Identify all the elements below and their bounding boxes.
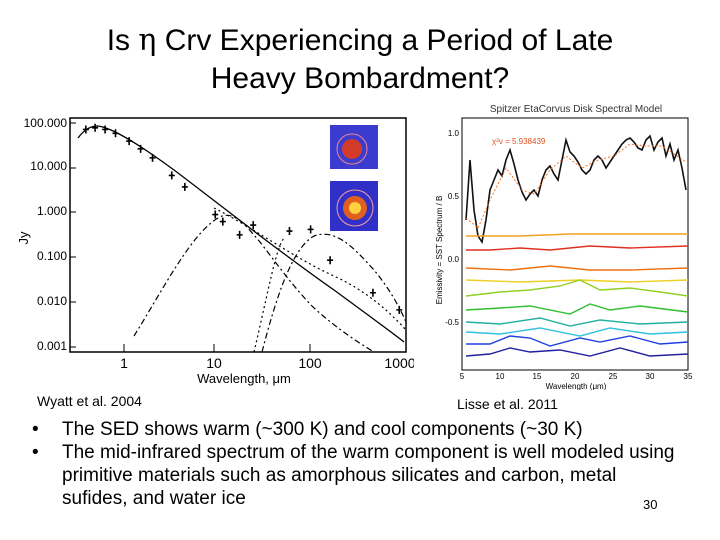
component-green-light [465, 279, 689, 297]
component-orange [465, 265, 689, 271]
sed-data-point [102, 125, 109, 134]
bullet-text-1: The SED shows warm (~300 K) and cool com… [62, 419, 583, 440]
sed-data-point [82, 125, 89, 134]
sed-ytick-0.1: 0.100 [37, 249, 67, 263]
spectrum-xtick-25: 25 [609, 372, 618, 381]
component-navy [465, 347, 689, 357]
sed-data-point [168, 171, 175, 180]
slide-title-line2: Heavy Bombardment? [210, 62, 510, 95]
sed-xlabel: Wavelength, μm [197, 371, 291, 386]
spectrum-model-fit [465, 143, 687, 229]
sed-data-point [92, 123, 99, 132]
sed-data-point [112, 129, 119, 138]
spectrum-xtick-30: 30 [646, 372, 655, 381]
sed-plot-frame [69, 117, 407, 353]
spectrum-ytick-neg0.5: -0.5 [445, 318, 459, 327]
spectrum-chi2-annotation: χ²ν = 5.938439 [492, 137, 546, 146]
spectrum-observed-data [465, 134, 687, 245]
sed-data-points [82, 123, 403, 314]
component-teal [465, 317, 689, 327]
sed-ytick-10: 10.000 [30, 159, 67, 173]
bullet-item-1: • The SED shows warm (~300 K) and cool co… [24, 418, 684, 441]
sed-ytick-0.01: 0.010 [37, 294, 67, 308]
sed-xtick-1000: 1000 [384, 355, 414, 371]
sed-log-ticks [70, 122, 311, 352]
spectrum-ytick-0: 0.0 [448, 255, 460, 264]
spectrum-figure: Spitzer EtaCorvus Disk Spectral Model 1.… [435, 104, 693, 390]
sed-data-point [126, 137, 133, 146]
spectrum-ytick-0.5: 0.5 [448, 192, 460, 201]
spectrum-xlabel: Wavelength (μm) [546, 382, 607, 390]
sed-ytick-100: 100.000 [24, 116, 68, 130]
sed-data-point [327, 256, 334, 265]
spectrum-xtick-20: 20 [571, 372, 580, 381]
sed-xtick-10: 10 [206, 355, 222, 371]
bullet-text-2: The mid-infrared spectrum of the warm co… [62, 442, 675, 509]
sed-y-ticks: 100.000 10.000 1.000 0.100 0.010 0.001 [24, 116, 68, 353]
sed-data-point [149, 153, 156, 162]
bullet-marker: • [32, 419, 39, 440]
right-figure-caption: Lisse et al. 2011 [457, 396, 558, 412]
sed-data-point [396, 305, 403, 314]
sed-stellar-model [77, 125, 405, 343]
eta-symbol: η [138, 23, 157, 58]
spectrum-x-ticks: 5 10 15 20 25 30 35 [460, 372, 693, 381]
sed-data-point [236, 230, 243, 239]
title-text-pre: Is [106, 24, 139, 57]
bullet-marker: • [32, 442, 39, 463]
sed-data-point [181, 182, 188, 191]
sed-data-point [212, 210, 219, 219]
sed-warm-component [133, 214, 375, 353]
component-red [466, 245, 689, 251]
bullet-item-2: • The mid-infrared spectrum of the warm c… [24, 441, 684, 510]
sed-data-point [307, 225, 314, 234]
spectrum-xtick-5: 5 [460, 372, 465, 381]
component-blue [466, 335, 689, 347]
sed-data-point [250, 221, 257, 230]
left-figure-caption: Wyatt et al. 2004 [37, 393, 142, 409]
sed-figure: 100.000 10.000 1.000 0.100 0.010 0.001 1… [16, 116, 414, 386]
sed-ytick-0.001: 0.001 [37, 339, 67, 353]
slide-number: 30 [643, 497, 658, 512]
slide-title-line1: Is η Crv Experiencing a Period of Late [40, 22, 680, 60]
sed-cool-component [261, 233, 407, 353]
spectrum-plot-frame [461, 117, 689, 371]
sed-data-point [137, 144, 144, 153]
sed-cool-dotted [253, 237, 285, 353]
sed-data-point [369, 288, 376, 297]
spectrum-ytick-1: 1.0 [448, 129, 460, 138]
sed-inset-images [330, 125, 378, 231]
component-green [465, 303, 689, 315]
sed-data-point [286, 227, 293, 236]
component-cyan [465, 327, 689, 337]
sed-xtick-100: 100 [298, 355, 322, 371]
sed-x-ticks: 1 10 100 1000 [120, 355, 414, 371]
spectrum-xtick-35: 35 [684, 372, 693, 381]
spectrum-y-ticks: 1.0 0.5 0.0 -0.5 [445, 129, 459, 327]
sed-xtick-1: 1 [120, 355, 128, 371]
title-text-post: Crv Experiencing a Period of Late [156, 24, 614, 57]
spectrum-title: Spitzer EtaCorvus Disk Spectral Model [490, 104, 662, 115]
sed-data-point [219, 217, 226, 226]
spectrum-xtick-10: 10 [496, 372, 505, 381]
bullet-list: • The SED shows warm (~300 K) and cool co… [24, 418, 684, 510]
sed-ytick-1: 1.000 [37, 204, 67, 218]
slide-title: Is η Crv Experiencing a Period of Late H… [40, 22, 680, 98]
spectrum-xtick-15: 15 [533, 372, 542, 381]
component-orange-top [466, 233, 688, 237]
spectrum-ylabel: Emissivity = SST Spectrum / B [435, 196, 444, 305]
sed-ylabel: Jy [16, 231, 31, 245]
inset-image-top-source [342, 139, 362, 159]
